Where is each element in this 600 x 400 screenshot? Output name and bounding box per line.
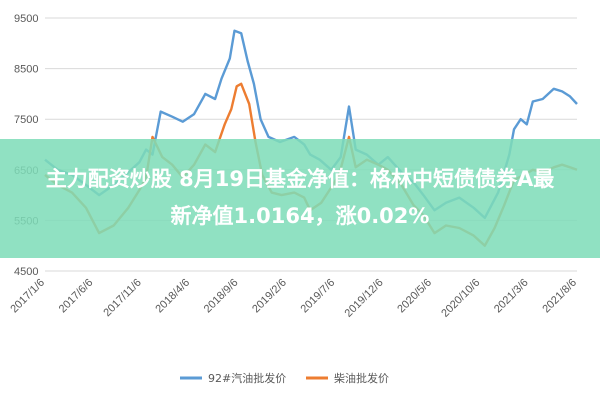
headline-banner: 主力配资炒股 8月19日基金净值：格林中短债债券A最 新净值1.0164，涨0.…: [0, 139, 600, 258]
legend-label: 92#汽油批发价: [208, 371, 286, 385]
x-tick-label: 2020/5/6: [395, 277, 434, 316]
y-tick-label: 9500: [14, 13, 38, 25]
y-tick-label: 7500: [14, 114, 38, 126]
x-tick-label: 2019/2/6: [250, 277, 289, 316]
x-tick-label: 2018/4/6: [153, 277, 192, 316]
headline-line-2: 新净值1.0164，涨0.02%: [170, 204, 430, 228]
legend-item-1: 92#汽油批发价: [180, 371, 286, 385]
chart-legend: 92#汽油批发价 柴油批发价: [180, 371, 389, 385]
y-tick-label: 8500: [14, 64, 38, 76]
legend-item-2: 柴油批发价: [306, 371, 389, 385]
x-tick-label: 2017/1/6: [8, 277, 47, 316]
y-tick-label: 4500: [14, 266, 38, 278]
x-tick-label: 2019/12/6: [343, 277, 386, 320]
x-tick-label: 2017/6/6: [57, 277, 96, 316]
x-tick-label: 2018/9/6: [202, 277, 241, 316]
x-tick-label: 2021/8/6: [540, 277, 579, 316]
x-tick-label: 2019/7/6: [299, 277, 338, 316]
headline-line-1: 主力配资炒股 8月19日基金净值：格林中短债债券A最: [45, 167, 555, 191]
x-axis-ticks: 2017/1/6 2017/6/6 2017/11/6 2018/4/6 2018/9/…: [8, 277, 579, 320]
x-tick-label: 2017/11/6: [101, 277, 144, 320]
x-tick-label: 2020/10/6: [439, 277, 482, 320]
legend-label: 柴油批发价: [334, 371, 389, 385]
x-tick-label: 2021/3/6: [492, 277, 531, 316]
